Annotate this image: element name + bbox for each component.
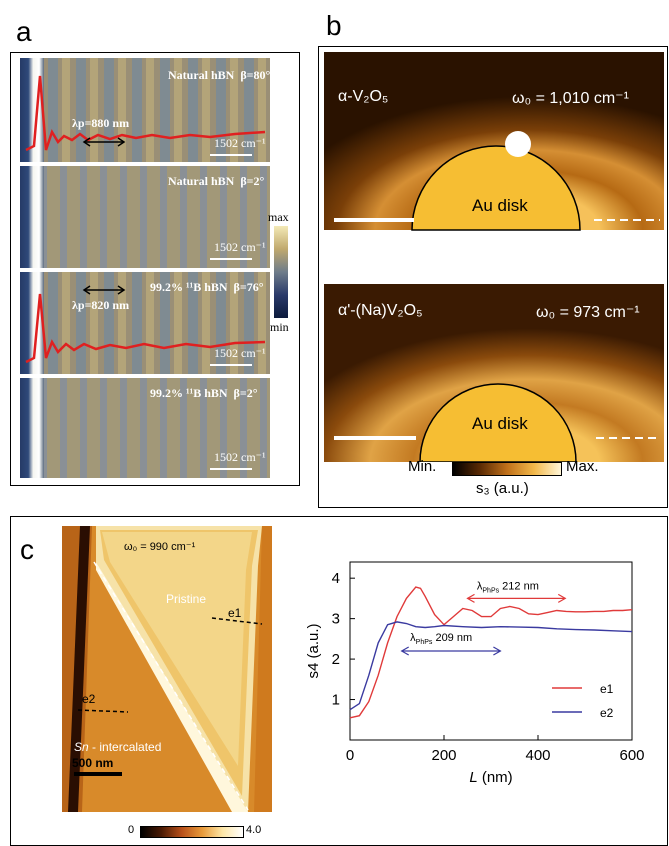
series-line-e2 (349, 621, 633, 711)
panel-a-images (20, 58, 270, 478)
y-tick-label: 2 (332, 651, 340, 668)
strip-3-scale-bar (210, 364, 252, 366)
b-bottom-disk-label: Au disk (472, 414, 528, 433)
strip-3-wavelength: λp=820 nm (72, 298, 130, 312)
b-bottom-material: α'-(Na)V₂O₅ (338, 302, 423, 319)
legend-label-e1: e1 (600, 682, 614, 696)
strip-3-title: 99.2% ¹¹B hBN β=76° (150, 280, 264, 294)
b-top-omega: ω₀ = 1,010 cm⁻¹ (512, 90, 629, 107)
x-tick-label: 200 (431, 747, 456, 764)
strip-1-wavelength: λp=880 nm (72, 116, 130, 130)
c-pristine-label: Pristine (166, 592, 207, 606)
strip-3 (20, 272, 270, 374)
strip-1-profile-curve (25, 75, 266, 152)
panel-label-c: c (20, 534, 34, 565)
plot-frame (349, 561, 633, 741)
strip-2-scale-bar (210, 258, 252, 260)
strip-3-profile-curve (25, 293, 266, 364)
panel-b-images (324, 52, 664, 462)
c-e2-label: e2 (82, 692, 96, 706)
red-annotation-arrow-head-right (557, 593, 567, 603)
b-colorbar-label: s₃ (a.u.) (476, 480, 529, 497)
strip-1 (20, 58, 270, 162)
strip-4-scale-bar (210, 468, 252, 470)
x-tick-label: 400 (525, 747, 550, 764)
red-annotation-arrow-head-left (466, 593, 475, 603)
b-bottom-omega: ω₀ = 973 cm⁻¹ (536, 304, 640, 321)
b-top-disk-label: Au disk (472, 196, 528, 215)
panel-label-b: b (326, 10, 342, 41)
red-annotation-label: λPhPs 212 nm (477, 581, 539, 595)
b-colorbar-min: Min. (408, 458, 437, 475)
strip-2-scale-label: 1502 cm⁻¹ (214, 240, 266, 254)
c-colorbar-max: 4.0 (246, 824, 262, 836)
strip-4 (20, 378, 270, 478)
c-e1-label: e1 (228, 606, 242, 620)
strip-4-scale-label: 1502 cm⁻¹ (214, 450, 266, 464)
strip-1-scale-label: 1502 cm⁻¹ (214, 136, 266, 150)
b-bottom-image (324, 284, 664, 462)
strip-2-title: Natural hBN β=2° (168, 174, 265, 188)
y-tick-label: 4 (332, 570, 340, 587)
c-intercalated-label: Sn - intercalated (74, 740, 162, 754)
series-line-e1 (349, 586, 633, 719)
y-tick-label: 1 (332, 692, 340, 709)
panel-label-a: a (16, 16, 32, 47)
colorbar-a-min-label: min (270, 320, 289, 334)
c-colorbar-min: 0 (128, 824, 135, 836)
panel-b-frame (318, 46, 668, 508)
strip-4-title: 99.2% ¹¹B hBN β=2° (150, 386, 258, 400)
x-axis-label: L (nm) (469, 769, 512, 786)
colorbar-a (274, 226, 288, 318)
strip-2 (20, 166, 270, 268)
blue-annotation-arrow-head-right (493, 646, 502, 656)
blue-annotation-label: λPhPs 209 nm (410, 632, 472, 646)
x-tick-label: 0 (346, 747, 354, 764)
x-tick-label: 600 (619, 747, 644, 764)
y-axis-label: s4 (a.u.) (305, 623, 322, 678)
y-tick-label: 3 (332, 611, 340, 628)
b-top-material: α-V₂O₅ (338, 88, 389, 105)
colorbar-a-max-label: max (268, 210, 289, 224)
b-top-image (324, 52, 664, 231)
c-colorbar (140, 826, 244, 838)
legend-label-e2: e2 (600, 706, 614, 720)
wavelength-arrow-1 (82, 137, 126, 147)
b-colorbar (452, 462, 562, 476)
b-colorbar-max: Max. (566, 458, 599, 475)
blue-annotation-arrow-head-left (400, 646, 409, 656)
strip-3-scale-label: 1502 cm⁻¹ (214, 346, 266, 360)
strip-1-scale-bar (210, 154, 252, 156)
s4-line-chart: 0 200 400 600 1 2 3 4 L (nm) s4 (a.u.) e1 e2 λPhPs 2… (305, 561, 645, 786)
panel-c-image (62, 526, 272, 812)
strip-1-title: Natural hBN β=80° (168, 68, 271, 82)
wavelength-arrow-3 (82, 285, 126, 295)
c-omega-label: ω₀ = 990 cm⁻¹ (124, 541, 196, 553)
panel-a-frame (10, 52, 300, 486)
c-scale-label: 500 nm (72, 756, 114, 770)
